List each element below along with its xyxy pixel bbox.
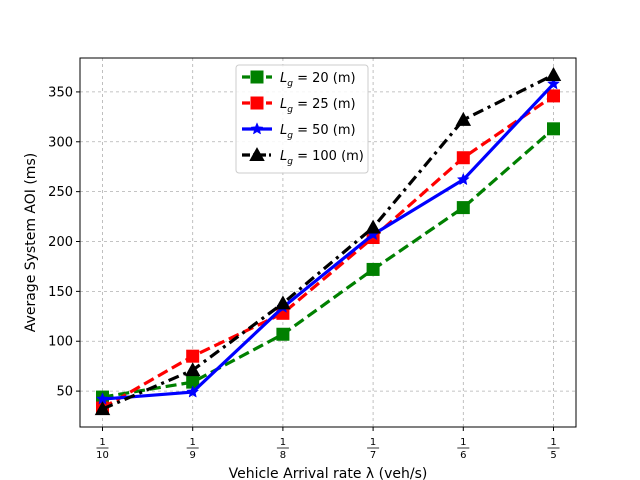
data-point: [545, 67, 562, 81]
data-point: [276, 327, 290, 341]
x-tick-numerator: 1: [99, 437, 105, 448]
y-tick-label: 300: [48, 135, 73, 150]
data-point: [456, 172, 470, 186]
legend-entry: Lg = 50 (m): [242, 122, 356, 141]
series-1: [96, 89, 560, 415]
series-line: [102, 127, 555, 399]
legend-marker: [250, 122, 264, 135]
x-tick-numerator: 1: [370, 437, 376, 448]
x-tick-denominator: 6: [460, 450, 466, 461]
data-point: [186, 349, 200, 363]
x-tick-numerator: 1: [190, 437, 196, 448]
x-tick-denominator: 10: [96, 450, 109, 461]
data-point: [186, 385, 200, 398]
y-tick-label: 250: [48, 185, 73, 200]
legend: Lg = 20 (m) Lg = 25 (m) Lg = 50 (m) Lg = 10…: [235, 64, 369, 174]
y-axis-label: Average System AOI (ms): [23, 153, 39, 332]
data-point: [366, 262, 380, 276]
x-tick-numerator: 1: [460, 437, 466, 448]
legend-marker: [250, 96, 264, 110]
x-tick-denominator: 7: [370, 450, 376, 461]
data-point: [184, 362, 201, 377]
x-axis-label: Vehicle Arrival rate λ (veh/s): [229, 466, 428, 480]
series-line: [102, 82, 555, 401]
y-tick-label: 100: [48, 335, 73, 350]
legend-label: Lg = 50 (m): [280, 123, 356, 141]
series-lines: [94, 67, 562, 416]
y-axis-ticks: 50 100 150 200 250 300 350: [48, 85, 80, 400]
legend-entry: Lg = 25 (m): [242, 96, 356, 115]
series-line: [101, 94, 555, 410]
x-tick-denominator: 9: [190, 450, 196, 461]
data-point: [365, 219, 381, 234]
series-line: [101, 73, 555, 411]
data-point: [547, 89, 560, 103]
legend-marker: [250, 70, 264, 84]
series-3: [94, 67, 562, 416]
data-point: [456, 201, 470, 215]
x-tick-numerator: 1: [280, 437, 286, 448]
y-tick-label: 200: [48, 235, 73, 250]
legend-marker: [249, 147, 265, 162]
y-tick-label: 150: [48, 285, 73, 300]
legend-label: Lg = 25 (m): [280, 97, 356, 115]
legend-box: [235, 64, 369, 174]
data-point: [275, 295, 291, 310]
data-point: [455, 111, 472, 126]
x-tick-denominator: 5: [550, 450, 556, 461]
data-point: [94, 401, 111, 416]
x-tick-numerator: 1: [550, 437, 556, 448]
data-point: [547, 77, 560, 90]
data-point: [547, 122, 560, 136]
legend-label: Lg = 20 (m): [280, 71, 356, 89]
data-point: [456, 151, 470, 165]
legend-entry: Lg = 100 (m): [242, 147, 364, 167]
plot-frame: [79, 57, 577, 428]
legend-label: Lg = 100 (m): [280, 149, 364, 167]
y-tick-label: 50: [56, 385, 73, 400]
x-tick-denominator: 8: [280, 450, 286, 461]
y-tick-label: 350: [48, 85, 73, 100]
legend-entry: Lg = 20 (m): [242, 70, 356, 89]
